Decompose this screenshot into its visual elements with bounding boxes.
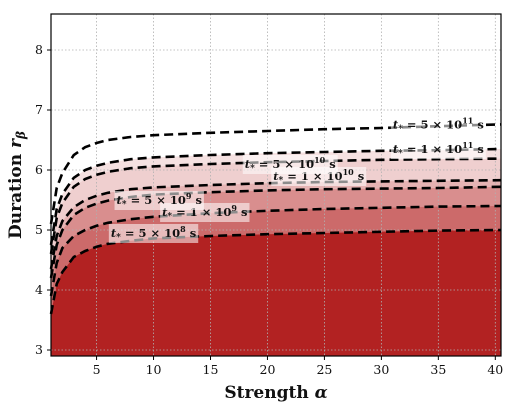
region-fill-0: [51, 230, 501, 356]
plot-frame: [50, 13, 502, 357]
contour-label-6: t* = 5 × 1011 s: [390, 115, 486, 135]
contour-labels: t* = 5 × 108 st* = 1 × 109 st* = 5 × 109…: [108, 115, 486, 243]
x-tick-label-2: 15: [203, 362, 219, 377]
x-tick-label-1: 10: [146, 362, 162, 377]
y-tick-label-4: 7: [35, 102, 43, 117]
svg-text:t* = 5 × 108 s: t* = 5 × 108 s: [111, 224, 196, 243]
contour-line-5: [49, 147, 502, 246]
y-tick-label-3: 6: [35, 162, 43, 177]
x-axis-title: Strength α: [224, 383, 327, 403]
x-tick-label-0: 5: [93, 362, 101, 377]
y-axis-title: Duration rβ: [6, 131, 28, 239]
contour-label-5: t* = 1 × 1011 s: [390, 140, 486, 159]
y-tick-label-0: 3: [35, 342, 43, 357]
axis-ticks: 5 10 15 20 25 30 35 40 3 4 5 6 7 8: [35, 42, 503, 377]
x-tick-label-4: 25: [316, 362, 332, 377]
svg-text:t* = 5 × 109 s: t* = 5 × 109 s: [117, 191, 202, 210]
y-tick-label-1: 4: [35, 282, 43, 297]
contour-label-0: t* = 5 × 108 s: [108, 224, 199, 243]
contour-line-1: [49, 204, 502, 297]
contour-line-4: [49, 157, 502, 255]
x-tick-label-5: 30: [373, 362, 389, 377]
x-tick-label-3: 20: [260, 362, 276, 377]
contour-line-0: [49, 228, 502, 315]
contour-label-2: t* = 5 × 109 s: [114, 191, 204, 210]
svg-text:t* = 5 × 1011 s: t* = 5 × 1011 s: [393, 115, 484, 134]
y-tick-label-5: 8: [35, 42, 43, 57]
contour-label-4: t* = 5 × 1010 s: [242, 155, 338, 174]
x-tick-label-6: 35: [430, 362, 446, 377]
y-tick-label-2: 5: [35, 222, 43, 237]
contour-line-3: [49, 178, 502, 270]
svg-text:t* = 1 × 1011 s: t* = 1 × 1011 s: [393, 140, 484, 159]
x-tick-label-7: 40: [487, 362, 503, 377]
svg-text:t* = 5 × 1010 s: t* = 5 × 1010 s: [245, 155, 336, 174]
contour-line-6: [49, 123, 502, 225]
